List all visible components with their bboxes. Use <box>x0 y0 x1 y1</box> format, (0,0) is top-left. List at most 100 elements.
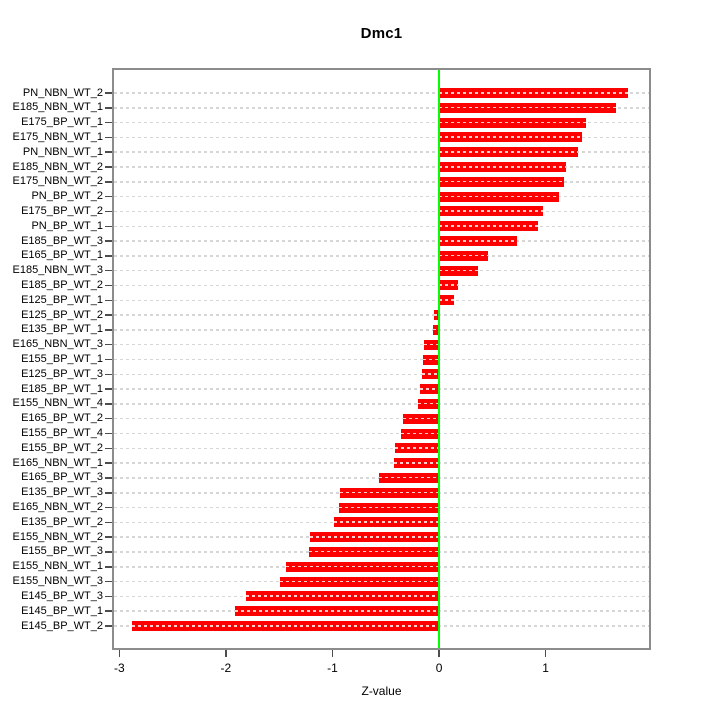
bar <box>246 591 440 602</box>
bar-grid-overlay <box>338 506 440 509</box>
y-axis-category-label: E145_BP_WT_1 <box>21 604 103 617</box>
gridline <box>114 166 649 168</box>
gridline <box>114 417 649 420</box>
chart-title: Dmc1 <box>360 25 403 42</box>
bar-grid-overlay <box>246 595 440 597</box>
bar <box>424 339 440 350</box>
gridline <box>114 181 649 183</box>
y-axis-category-label: PN_BP_WT_1 <box>31 219 103 232</box>
bar-grid-overlay <box>395 447 440 449</box>
y-tick <box>105 121 112 124</box>
y-axis-category-label: E165_BP_WT_1 <box>21 249 103 262</box>
y-tick <box>105 240 112 242</box>
x-tick <box>331 650 334 657</box>
bar <box>394 458 440 469</box>
bar <box>132 621 440 631</box>
bar-grid-overlay <box>439 210 544 212</box>
y-axis-category-label: E165_NBN_WT_3 <box>12 338 104 351</box>
gridline <box>114 388 649 390</box>
y-axis-category-label: PN_NBN_WT_2 <box>22 86 103 99</box>
y-tick <box>105 92 112 94</box>
y-axis-category-label: E185_NBN_WT_2 <box>12 160 104 173</box>
gridline <box>114 195 649 198</box>
bar-grid-overlay <box>417 402 440 405</box>
gridline <box>114 269 649 272</box>
y-axis-category-label: PN_BP_WT_2 <box>31 190 103 203</box>
y-tick <box>105 255 112 257</box>
bar-grid-overlay <box>132 625 440 627</box>
gridline <box>114 358 649 361</box>
bar-grid-overlay <box>394 462 440 464</box>
gridline <box>114 343 649 346</box>
x-tick-label: 1 <box>542 661 549 675</box>
bar <box>379 472 440 483</box>
bar <box>421 369 440 380</box>
bar-grid-overlay <box>432 328 440 331</box>
y-tick <box>105 566 112 568</box>
y-axis-category-label: E165_NBN_WT_2 <box>12 501 104 514</box>
bar <box>439 280 459 291</box>
bar <box>439 265 479 276</box>
y-axis-category-label: E155_NBN_WT_2 <box>12 530 104 543</box>
bar <box>423 354 440 365</box>
gridline <box>114 255 649 257</box>
y-axis-category-label: E125_BP_WT_3 <box>21 367 103 380</box>
bar-grid-overlay <box>424 343 440 346</box>
y-tick <box>105 314 112 316</box>
y-axis-category-label: E185_BP_WT_3 <box>21 234 103 247</box>
bar-grid-overlay <box>439 254 489 257</box>
y-axis-category-label: E135_BP_WT_1 <box>21 323 103 336</box>
x-tick-label: -2 <box>220 661 232 675</box>
y-tick <box>105 580 112 583</box>
y-axis-category-label: E155_BP_WT_3 <box>21 545 103 558</box>
y-tick <box>105 225 112 227</box>
bar <box>419 384 440 395</box>
bar <box>439 102 616 113</box>
bar-grid-overlay <box>439 166 566 168</box>
bar-grid-overlay <box>421 373 440 375</box>
bar <box>310 532 440 543</box>
y-axis-category-label: E175_NBN_WT_2 <box>12 175 104 188</box>
gridline <box>114 92 649 94</box>
bar <box>285 561 440 572</box>
gridline <box>114 121 649 124</box>
y-tick <box>105 269 112 272</box>
bar-grid-overlay <box>439 225 539 227</box>
y-tick <box>105 595 112 598</box>
gridline <box>114 373 649 376</box>
y-axis-category-label: E175_BP_WT_2 <box>21 204 103 217</box>
bar <box>432 324 440 335</box>
y-axis-category-label: E175_NBN_WT_1 <box>12 130 104 143</box>
gridline <box>114 225 649 227</box>
bar-grid-overlay <box>379 476 440 479</box>
y-tick <box>105 462 112 464</box>
y-tick <box>105 299 112 302</box>
y-axis-category-label: E145_BP_WT_2 <box>21 619 103 632</box>
y-axis-category-label: E155_BP_WT_1 <box>21 353 103 365</box>
x-tick-label: 0 <box>435 661 443 675</box>
y-axis-category-label: E145_BP_WT_3 <box>21 589 103 602</box>
y-axis-category-label: E185_NBN_WT_1 <box>12 101 104 114</box>
gridline <box>114 403 649 405</box>
bar-grid-overlay <box>439 269 479 272</box>
gridline <box>114 151 649 153</box>
bar-grid-overlay <box>402 417 440 420</box>
y-axis-category-label: PN_NBN_WT_1 <box>22 145 103 158</box>
bar-grid-overlay <box>309 550 440 553</box>
y-tick <box>105 166 112 168</box>
y-axis-category-label: E155_NBN_WT_4 <box>12 397 104 410</box>
gridline <box>114 314 649 316</box>
gridline <box>114 210 649 213</box>
bar <box>439 147 578 158</box>
y-tick <box>105 107 112 109</box>
x-tick-label: -1 <box>327 661 338 675</box>
y-tick <box>105 151 112 153</box>
bar-grid-overlay <box>235 610 440 612</box>
y-tick <box>105 284 112 287</box>
bar <box>280 576 440 587</box>
x-tick-label: -3 <box>113 661 125 675</box>
y-tick <box>105 343 112 346</box>
bar <box>439 236 517 247</box>
bar <box>433 310 440 321</box>
